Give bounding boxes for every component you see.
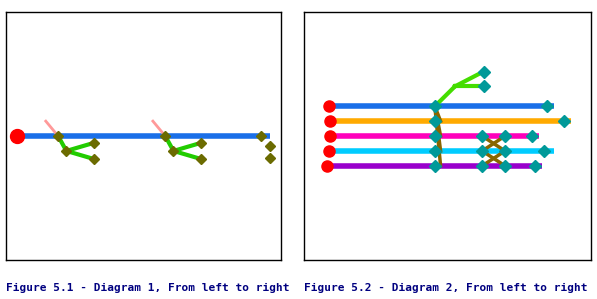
Text: Figure 5.1 - Diagram 1, From left to right: Figure 5.1 - Diagram 1, From left to rig… bbox=[6, 283, 290, 293]
Text: Figure 5.2 - Diagram 2, From left to right: Figure 5.2 - Diagram 2, From left to rig… bbox=[304, 283, 588, 293]
